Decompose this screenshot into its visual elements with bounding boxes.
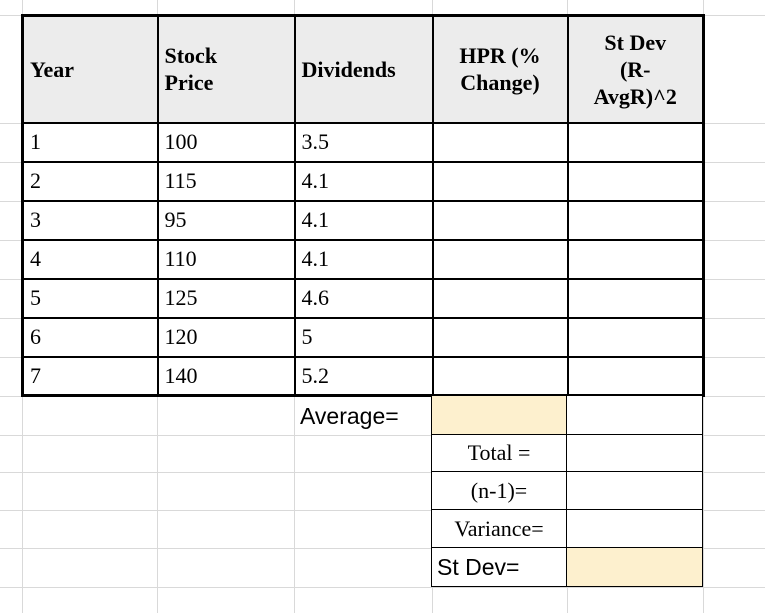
cell-year[interactable]: 5 <box>21 277 159 319</box>
cell-stdev[interactable] <box>566 121 705 163</box>
cell-stock-price[interactable]: 100 <box>156 121 296 163</box>
cell-dividends[interactable]: 4.1 <box>293 160 434 202</box>
header-label: Dividends <box>301 56 396 82</box>
n1-label-cell[interactable]: (n-1)= <box>431 471 567 510</box>
variance-label-cell[interactable]: Variance= <box>431 509 567 548</box>
average-label-cell[interactable]: Average= <box>294 397 431 435</box>
n1-value-cell[interactable] <box>566 471 703 510</box>
header-label: Price <box>164 70 214 96</box>
table-row: 7 140 5.2 <box>21 355 705 397</box>
header-cell-dividends[interactable]: Dividends <box>293 14 434 124</box>
cell-stdev[interactable] <box>566 199 705 241</box>
summary-table: Total = (n-1)= Variance= St Dev= <box>431 395 703 587</box>
table-row: 4 110 4.1 <box>21 238 705 280</box>
header-cell-hpr[interactable]: HPR (% Change) <box>431 14 569 124</box>
cell-stdev[interactable] <box>566 355 705 397</box>
cell-stdev[interactable] <box>566 160 705 202</box>
cell-year[interactable]: 1 <box>21 121 159 163</box>
header-cell-year[interactable]: Year <box>21 14 159 124</box>
total-value-cell[interactable] <box>566 434 703 472</box>
header-label: Year <box>30 56 74 82</box>
header-label: HPR (% <box>459 43 541 69</box>
cell-stdev[interactable] <box>566 277 705 319</box>
cell-year[interactable]: 7 <box>21 355 159 397</box>
total-label-cell[interactable]: Total = <box>431 434 567 472</box>
cell-year[interactable]: 4 <box>21 238 159 280</box>
cell-stock-price[interactable]: 125 <box>156 277 296 319</box>
cell-hpr[interactable] <box>431 277 569 319</box>
gridline <box>0 548 765 549</box>
header-label: Change) <box>460 70 540 96</box>
summary-row-total: Total = <box>431 434 703 472</box>
cell-stock-price[interactable]: 120 <box>156 316 296 358</box>
cell-hpr[interactable] <box>431 121 569 163</box>
summary-row-stdev: St Dev= <box>431 547 703 587</box>
cell-year[interactable]: 2 <box>21 160 159 202</box>
average-value-cell[interactable] <box>431 395 567 435</box>
gridline <box>0 472 765 473</box>
cell-stock-price[interactable]: 95 <box>156 199 296 241</box>
cell-hpr[interactable] <box>431 355 569 397</box>
cell-year[interactable]: 3 <box>21 199 159 241</box>
table-row: 3 95 4.1 <box>21 199 705 241</box>
summary-row-n1: (n-1)= <box>431 471 703 510</box>
summary-row-average <box>431 395 703 435</box>
gridline <box>0 587 765 588</box>
stdev-label-cell[interactable]: St Dev= <box>431 547 567 587</box>
cell-dividends[interactable]: 4.1 <box>293 238 434 280</box>
cell-stock-price[interactable]: 110 <box>156 238 296 280</box>
stock-data-table: Year Stock Price Dividends HPR (% Change… <box>21 14 705 397</box>
header-row: Year Stock Price Dividends HPR (% Change… <box>21 14 705 124</box>
average-label: Average= <box>300 402 399 429</box>
cell-year[interactable]: 6 <box>21 316 159 358</box>
cell-dividends[interactable]: 5 <box>293 316 434 358</box>
stdev-value-cell[interactable] <box>566 547 703 587</box>
cell-dividends[interactable]: 4.6 <box>293 277 434 319</box>
gridline <box>0 510 765 511</box>
average-adjacent-cell[interactable] <box>566 395 703 435</box>
cell-stock-price[interactable]: 115 <box>156 160 296 202</box>
cell-stock-price[interactable]: 140 <box>156 355 296 397</box>
cell-stdev[interactable] <box>566 238 705 280</box>
table-row: 1 100 3.5 <box>21 121 705 163</box>
header-label: (R- <box>619 56 651 82</box>
header-cell-stock-price[interactable]: Stock Price <box>156 14 296 124</box>
header-cell-stdev[interactable]: St Dev (R- AvgR)^2 <box>566 14 705 124</box>
cell-hpr[interactable] <box>431 160 569 202</box>
cell-dividends[interactable]: 5.2 <box>293 355 434 397</box>
header-label: St Dev <box>604 29 667 55</box>
cell-dividends[interactable]: 4.1 <box>293 199 434 241</box>
summary-row-variance: Variance= <box>431 509 703 548</box>
cell-hpr[interactable] <box>431 199 569 241</box>
cell-hpr[interactable] <box>431 316 569 358</box>
header-label: Stock <box>164 43 218 69</box>
cell-hpr[interactable] <box>431 238 569 280</box>
table-row: 5 125 4.6 <box>21 277 705 319</box>
gridline <box>0 435 765 436</box>
table-row: 6 120 5 <box>21 316 705 358</box>
variance-value-cell[interactable] <box>566 509 703 548</box>
table-row: 2 115 4.1 <box>21 160 705 202</box>
cell-stdev[interactable] <box>566 316 705 358</box>
header-label: AvgR)^2 <box>593 83 677 109</box>
cell-dividends[interactable]: 3.5 <box>293 121 434 163</box>
